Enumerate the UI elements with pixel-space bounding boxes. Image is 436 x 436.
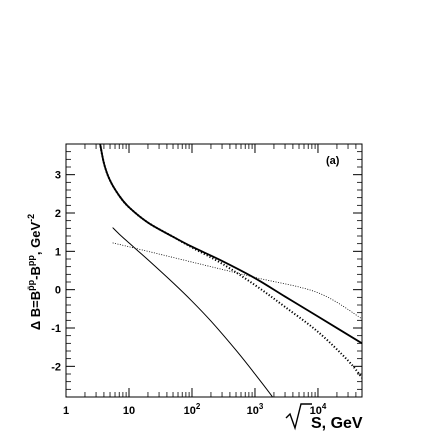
- x-tick-label: 102: [184, 402, 201, 417]
- y-label-sup3: -2: [26, 214, 36, 222]
- y-axis-label: Δ B=Bp̄p-Bpp, GeV-2: [26, 214, 43, 330]
- y-tick-label: 1: [55, 246, 61, 258]
- panel-label: (a): [326, 155, 340, 167]
- x-axis-label: S, GeV: [285, 403, 363, 432]
- y-label-delta: Δ B=B: [28, 291, 43, 330]
- y-tick-label: 0: [55, 285, 61, 297]
- x-tick-label: 1: [63, 405, 69, 417]
- sqrt-symbol: [285, 403, 312, 431]
- y-tick-label: -1: [51, 323, 61, 335]
- series-line-thin-solid: [112, 227, 274, 397]
- series-line-fine-dotted: [112, 242, 362, 320]
- svg-text:Δ B=Bp̄p-Bpp, GeV-2: Δ B=Bp̄p-Bpp, GeV-2: [26, 214, 43, 330]
- series-line-dotted: [99, 144, 362, 379]
- svg-text:S, GeV: S, GeV: [311, 415, 363, 432]
- series-layer: [99, 144, 362, 397]
- x-tick-label: 103: [247, 402, 264, 417]
- y-label-mid: -B: [28, 266, 43, 280]
- y-label-sup1: p̄p: [26, 279, 36, 290]
- series-line-thick-solid: [99, 144, 362, 345]
- y-label-unit: , GeV: [28, 222, 43, 256]
- x-tick-label: 10: [123, 405, 135, 417]
- y-label-sup2: pp: [26, 255, 36, 266]
- plot-frame: [65, 143, 363, 398]
- y-tick-label: -2: [51, 361, 61, 373]
- y-tick-label: 2: [55, 208, 61, 220]
- y-tick-label: 3: [55, 170, 61, 182]
